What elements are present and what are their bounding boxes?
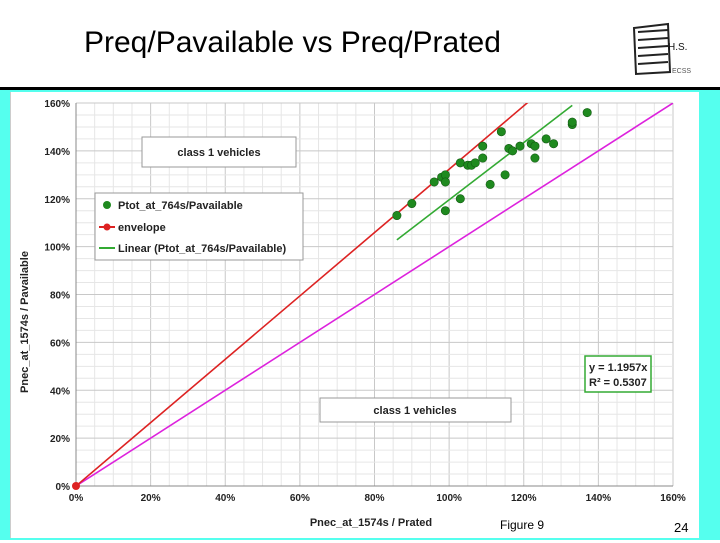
equation-line-2: R² = 0.5307 [589,377,647,389]
logo-text: H.S. [668,42,687,53]
scatter-point [407,199,417,209]
scatter-point [478,153,488,163]
scatter-point [440,206,450,216]
y-tick-label: 120% [44,195,70,206]
x-tick-label: 140% [586,493,612,504]
scatter-point [530,153,540,163]
legend-envelope-label: envelope [118,222,166,234]
tick-labels: 0% 20% 40% 60% 80% 100% 120% 140% 160% 0% 20% 40% 60… [44,99,685,504]
scatter-point [455,194,465,204]
chart-panel: 0% 20% 40% 60% 80% 100% 120% 140% 160% 0% 20% 40% 60… [10,92,699,538]
annotation-bottom-box: class 1 vehicles [319,397,512,423]
reference-line [76,103,673,486]
logo-subtext: ECSS [672,68,691,75]
scatter-point [485,179,495,189]
x-tick-label: 20% [141,493,161,504]
annotation-top-text: class 1 vehicles [177,147,260,159]
series [72,103,673,490]
scatter-point [455,158,465,168]
scatter-point [440,177,450,187]
x-tick-label: 40% [215,493,235,504]
scatter-point [470,158,480,168]
scatter-point [500,170,510,180]
envelope-line [76,103,529,486]
scatter-point [530,141,540,151]
scatter-point [508,146,518,156]
x-tick-label: 160% [660,493,686,504]
x-tick-label: 0% [69,493,84,504]
trendline [396,104,573,241]
envelope-marker [72,482,80,490]
y-tick-label: 160% [44,99,70,110]
y-tick-label: 140% [44,147,70,158]
scatter-point [429,177,439,187]
scatter-point [496,127,506,137]
page-number: 24 [674,520,689,535]
x-axis-label: Pnec_at_1574s / Prated [310,517,432,529]
x-tick-label: 60% [290,493,310,504]
scatter-point [515,141,525,151]
x-tick-label: 80% [364,493,384,504]
y-tick-label: 0% [56,482,71,493]
y-tick-label: 20% [50,434,70,445]
scatter-chart: 0% 20% 40% 60% 80% 100% 120% 140% 160% 0% 20% 40% 60… [19,99,686,529]
scatter-point [549,139,559,149]
x-tick-label: 120% [511,493,537,504]
legend-entry-envelope: envelope [99,222,166,234]
axes [75,103,673,487]
legend-linear-label: Linear (Ptot_at_764s/Pavailable) [118,243,286,255]
logo-icon: H.S. ECSS [632,22,691,76]
equation-line-1: y = 1.1957x [589,362,648,374]
scatter-point [567,117,577,127]
scatter-point [582,108,592,118]
annotation-bottom-text: class 1 vehicles [373,405,456,417]
legend-entry-linear: Linear (Ptot_at_764s/Pavailable) [99,243,286,255]
y-tick-label: 80% [50,291,70,302]
trendline-equation: y = 1.1957x R² = 0.5307 [584,355,652,393]
legend-scatter-marker [103,201,111,209]
slide-title: Preq/Pavailable vs Preq/Prated [84,26,501,59]
x-tick-label: 100% [436,493,462,504]
y-tick-label: 60% [50,338,70,349]
y-tick-label: 100% [44,243,70,254]
scatter-point [392,211,402,221]
legend-envelope-marker [103,223,111,231]
scatter-point [478,141,488,151]
legend-scatter-label: Ptot_at_764s/Pavailable [118,200,243,212]
annotation-top-box: class 1 vehicles [141,136,297,168]
scatter-point [541,134,551,144]
figure-label: Figure 9 [500,518,545,532]
legend-entry-scatter: Ptot_at_764s/Pavailable [103,200,243,212]
y-axis-label: Pnec_at_1574s / Pavailable [19,251,31,393]
legend: Ptot_at_764s/Pavailable envelope Linear … [94,192,304,261]
y-tick-label: 40% [50,386,70,397]
title-divider [0,87,720,90]
